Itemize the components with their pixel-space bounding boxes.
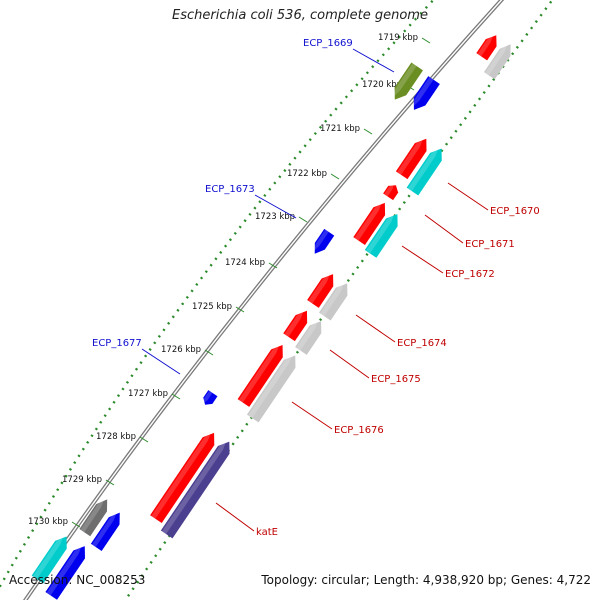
gene-arrow-ECP_1673[interactable] <box>310 228 335 257</box>
gene-arrow-ECP_1672[interactable] <box>364 210 403 258</box>
gene-label-ECP_1670[interactable]: ECP_1670 <box>490 206 540 217</box>
gene-label-ECP_1669[interactable]: ECP_1669 <box>303 38 353 49</box>
leader-line <box>401 245 444 274</box>
gene-arrow-gray-a-shape[interactable] <box>483 41 516 80</box>
gene-arrow-cyan-low-shape[interactable] <box>31 533 73 584</box>
gene-arrow-katE[interactable] <box>160 438 235 539</box>
gene-arrow-darkgray[interactable] <box>79 496 112 537</box>
gene-arrow-red-f-shape[interactable] <box>150 429 220 524</box>
gene-label-ECP_1677[interactable]: ECP_1677 <box>92 338 142 349</box>
gene-arrow-small-red[interactable] <box>383 182 401 201</box>
gene-arrow-red-c[interactable] <box>307 270 339 308</box>
gene-arrow-ECP_1671-shape[interactable] <box>353 199 390 245</box>
gene-arrow-red-e[interactable] <box>237 341 289 407</box>
tick-mark <box>71 521 81 528</box>
tick-label: 1727 kbp <box>128 389 168 399</box>
gene-arrow-ECP_1676-shape[interactable] <box>246 352 301 423</box>
gene-arrow-ECP_1671[interactable] <box>353 199 390 245</box>
leader-line <box>424 214 464 244</box>
tick-label: 1719 kbp <box>378 33 418 43</box>
tick-mark <box>235 306 245 313</box>
gene-arrow-red-a[interactable] <box>476 32 501 61</box>
gene-arrow-ECP_1669-shape[interactable] <box>389 62 423 104</box>
gene-arrow-ECP_1674-shape[interactable] <box>319 280 353 321</box>
gene-arrow-red-c-shape[interactable] <box>307 270 339 308</box>
gene-label-ECP_1675[interactable]: ECP_1675 <box>371 374 421 385</box>
gene-arrow-blue-low-shape[interactable] <box>45 542 90 600</box>
tick-mark <box>421 37 431 44</box>
tick-label: 1720 kbp <box>362 80 402 90</box>
tick-label: 1730 kbp <box>28 517 68 527</box>
accession-text: Accession: NC_008253 <box>9 573 146 587</box>
tick-mark <box>105 479 115 486</box>
tick-mark <box>139 436 149 443</box>
leader-line <box>355 314 396 343</box>
outer-tick-guide <box>0 0 435 589</box>
gene-arrow-ECP_1677[interactable] <box>201 390 218 408</box>
tick-mark <box>298 216 308 223</box>
topology-summary: Topology: circular; Length: 4,938,920 bp… <box>261 573 591 587</box>
gene-arrow-red-d[interactable] <box>283 307 313 342</box>
tick-label: 1729 kbp <box>62 475 102 485</box>
gene-arrow-blue-a[interactable] <box>408 76 440 114</box>
tick-label: 1728 kbp <box>96 432 136 442</box>
gene-label-ECP_1674[interactable]: ECP_1674 <box>397 338 447 349</box>
gene-label-katE[interactable]: katE <box>256 527 278 538</box>
gene-arrow-darkgray-shape[interactable] <box>79 496 112 537</box>
gene-label-ECP_1673[interactable]: ECP_1673 <box>205 184 255 195</box>
gene-arrow-ECP_1673-shape[interactable] <box>310 228 335 257</box>
tick-label: 1726 kbp <box>161 345 201 355</box>
tick-mark <box>204 349 214 356</box>
gene-label-ECP_1672[interactable]: ECP_1672 <box>445 269 495 280</box>
tick-label: 1725 kbp <box>192 302 232 312</box>
leader-line <box>352 48 395 73</box>
tick-mark <box>363 128 373 135</box>
gene-label-ECP_1676[interactable]: ECP_1676 <box>334 425 384 436</box>
gene-arrow-blue-b[interactable] <box>90 509 125 552</box>
tick-mark <box>330 173 340 180</box>
gene-arrow-red-d-shape[interactable] <box>283 307 313 342</box>
gene-arrow-ECP_1672-shape[interactable] <box>364 210 403 258</box>
gene-arrow-ECP_1670[interactable] <box>406 145 448 196</box>
gene-arrow-blue-b-shape[interactable] <box>90 509 125 552</box>
gene-arrow-blue-a-shape[interactable] <box>408 76 440 114</box>
tick-label: 1724 kbp <box>225 258 265 268</box>
tick-label: 1723 kbp <box>255 212 295 222</box>
gene-arrow-ECP_1675[interactable] <box>295 317 327 355</box>
tick-mark <box>171 393 181 400</box>
gene-arrow-ECP_1670-shape[interactable] <box>406 145 448 196</box>
tick-label: 1721 kbp <box>320 124 360 134</box>
tick-mark <box>268 262 278 269</box>
leader-line <box>291 401 333 430</box>
leader-line <box>215 502 255 532</box>
gene-arrow-red-f[interactable] <box>150 429 220 524</box>
leader-line <box>254 194 297 219</box>
map-title: Escherichia coli 536, complete genome <box>172 8 428 23</box>
gene-arrow-ECP_1677-shape[interactable] <box>201 390 218 408</box>
gene-arrow-blue-low[interactable] <box>45 542 90 600</box>
gene-arrow-red-a-shape[interactable] <box>476 32 501 61</box>
leader-line <box>141 348 181 375</box>
gene-arrow-ECP_1675-shape[interactable] <box>295 317 327 355</box>
gene-arrow-gray-a[interactable] <box>483 41 516 80</box>
gene-arrow-katE-shape[interactable] <box>160 438 235 539</box>
gene-arrow-cyan-low[interactable] <box>31 533 73 584</box>
gene-arrow-red-e-shape[interactable] <box>237 341 289 407</box>
tick-label: 1722 kbp <box>287 169 327 179</box>
gene-arrow-ECP_1669[interactable] <box>389 62 423 104</box>
gene-arrow-ECP_1676[interactable] <box>246 352 301 423</box>
gene-arrow-red-b-shape[interactable] <box>395 135 432 180</box>
gene-label-ECP_1671[interactable]: ECP_1671 <box>465 239 515 250</box>
gene-arrow-red-b[interactable] <box>395 135 432 180</box>
leader-line <box>329 349 370 379</box>
gene-arrow-small-red-shape[interactable] <box>383 182 401 201</box>
leader-line <box>447 182 489 211</box>
gene-arrow-ECP_1674[interactable] <box>319 280 353 321</box>
